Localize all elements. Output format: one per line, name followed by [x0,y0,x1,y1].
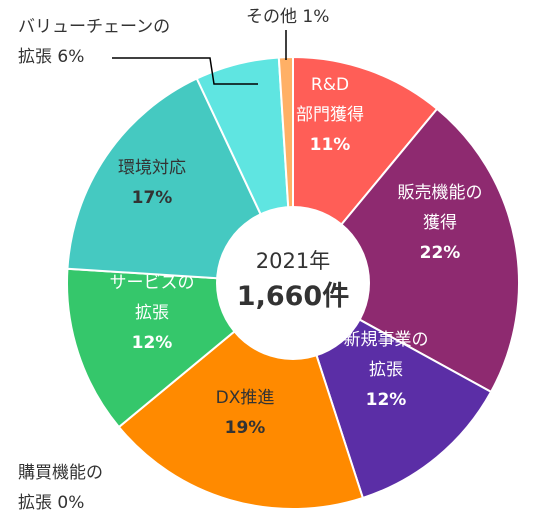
slice-label: 環境対応 [118,158,186,178]
pie-slice [291,107,520,394]
slice-label: 12% [132,333,173,353]
slice-label: DX推進 [216,388,275,408]
slice-label: 拡張 0% [18,493,84,513]
slice-label: 12% [366,390,407,410]
slice-label: サービスの [110,273,195,293]
leader-lines [112,30,287,85]
slice-label: 11% [310,135,351,155]
slice-label: 購買機能の [18,463,103,483]
slice-label: 拡張 [135,303,169,323]
slice-label: 販売機能の [398,183,483,203]
slice-label: 22% [420,243,461,263]
slice-label: R&D [311,75,349,95]
slice-label: 新規事業の [344,330,429,350]
slice-label: 拡張 6% [18,47,84,67]
slice-label: 部門獲得 [296,105,364,125]
center-count-label: 1,660件 [237,281,349,312]
slices [66,55,520,510]
donut-hole [216,206,370,360]
slice-label: バリューチェーンの [18,17,170,37]
slice-label: 17% [132,188,173,208]
leader-line [112,57,258,85]
slice-label: 19% [225,418,266,438]
slice-label: 獲得 [423,213,457,233]
slice-label: 拡張 [369,360,403,380]
slice-label: その他 1% [246,7,329,27]
center-year-label: 2021年 [256,249,330,273]
